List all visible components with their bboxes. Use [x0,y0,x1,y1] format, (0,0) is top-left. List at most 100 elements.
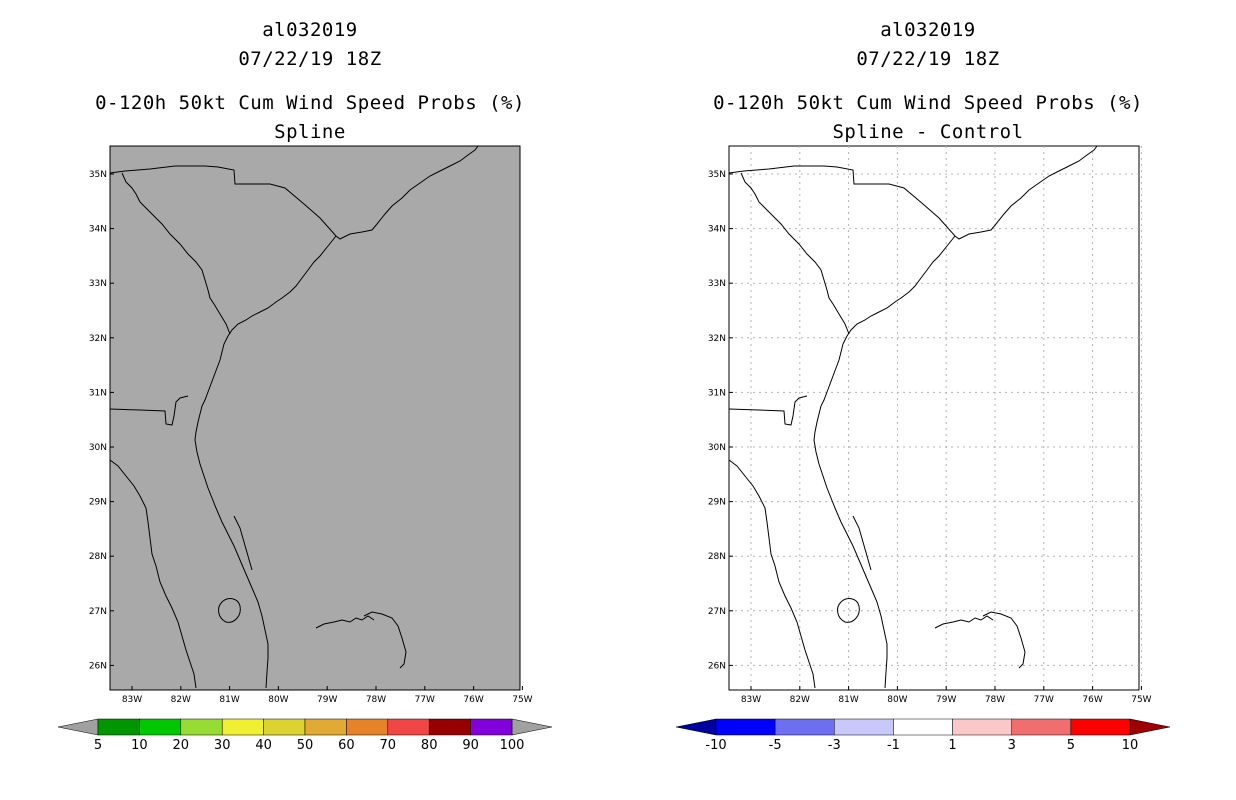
colorbar-swatch [715,718,776,736]
colorbar-swatch [387,718,430,736]
right-product: 0-120h 50kt Cum Wind Speed Probs (%) [713,92,1143,114]
lon-label: 82W [171,695,191,705]
colorbar-high-arrow [1129,718,1171,736]
colorbar-swatch [263,718,306,736]
colorbar-label: 3 [1008,738,1016,753]
right-colorbar: -10 -5 -3 -1 1 3 5 10 [675,718,1171,753]
colorbar-low-arrow [57,718,99,736]
colorbar-label: 30 [214,738,231,753]
colorbar-label: 90 [462,738,479,753]
lat-label: 29N [708,498,726,508]
lon-label: 77W [1034,695,1054,705]
lat-label: 31N [708,388,726,398]
colorbar-swatch [470,718,513,736]
right-product-title: 0-120h 50kt Cum Wind Speed Probs (%) Spl… [668,89,1188,147]
lon-label: 75W [512,695,532,705]
right-map: 35N 34N 33N 32N 31N 30N 29N 28N 27N 26N 83W 82W 81W… [708,145,1152,705]
colorbar-swatch [97,718,140,736]
right-lon-axis: 83W 82W 81W 80W 79W 78W 77W 76W 75W [741,686,1152,705]
colorbar-label: 100 [500,738,525,753]
colorbar-label: 40 [255,738,272,753]
colorbar-swatch [221,718,264,736]
left-datetime: 07/22/19 18Z [238,48,382,70]
colorbar-swatch [1070,718,1131,736]
lon-label: 83W [741,695,761,705]
lat-label: 31N [89,388,107,398]
right-map-gridlines [729,146,1142,690]
left-lon-axis: 83W 82W 81W 80W 79W 78W 77W 76W 75W [122,686,533,705]
colorbar-swatch [834,718,894,736]
lat-label: 34N [708,225,726,235]
lat-label: 28N [89,552,107,562]
lat-label: 26N [89,661,107,671]
lat-label: 35N [708,170,726,180]
lon-label: 80W [268,695,288,705]
colorbar-swatch [774,718,835,736]
lon-label: 76W [1082,695,1102,705]
colorbar-swatch [304,718,347,736]
lat-label: 27N [708,607,726,617]
colorbar-swatch [952,718,1012,736]
left-product-title: 0-120h 50kt Cum Wind Speed Probs (%) Spl… [50,89,570,147]
colorbar-label: 5 [1067,738,1075,753]
lon-label: 77W [415,695,435,705]
colorbar-low-arrow [675,718,717,736]
right-subtitle: Spline - Control [832,121,1024,143]
left-subtitle: Spline [274,121,346,143]
left-product: 0-120h 50kt Cum Wind Speed Probs (%) [95,92,525,114]
lon-label: 76W [463,695,483,705]
lon-label: 79W [317,695,337,705]
colorbar-label: 10 [131,738,148,753]
right-panel-title: al032019 07/22/19 18Z [668,16,1188,74]
left-map-background [109,145,521,691]
colorbar-high-arrow [511,718,553,736]
colorbar-swatch [180,718,223,736]
lon-label: 78W [366,695,386,705]
colorbar-label: -10 [705,738,726,753]
lat-label: 30N [708,443,726,453]
lon-label: 79W [936,695,956,705]
colorbar-label: -3 [828,738,841,753]
colorbar-label: 20 [173,738,190,753]
lon-label: 81W [838,695,858,705]
lat-label: 33N [89,279,107,289]
colorbar-swatch [346,718,389,736]
lon-label: 78W [985,695,1005,705]
colorbar-swatch [893,718,953,736]
lat-label: 26N [708,661,726,671]
lat-label: 32N [708,334,726,344]
right-datetime: 07/22/19 18Z [856,48,1000,70]
lon-label: 80W [887,695,907,705]
lon-label: 83W [122,695,142,705]
lat-label: 32N [89,334,107,344]
colorbar-label: 50 [297,738,314,753]
left-storm-id: al032019 [262,19,358,41]
right-storm-id: al032019 [880,19,976,41]
right-map-background [728,145,1140,691]
colorbar-label: 10 [1122,738,1139,753]
colorbar-label: -5 [769,738,782,753]
lat-label: 29N [89,498,107,508]
left-map: 35N 34N 33N 32N 31N 30N 29N 28N 27N 26N 83W 82W 81W… [89,145,533,705]
lat-label: 30N [89,443,107,453]
colorbar-label: -1 [887,738,900,753]
lat-label: 34N [89,225,107,235]
lon-label: 81W [219,695,239,705]
right-lat-axis: 35N 34N 33N 32N 31N 30N 29N 28N 27N 26N [708,170,733,671]
colorbar-label: 60 [338,738,355,753]
lon-label: 82W [790,695,810,705]
colorbar-swatch [428,718,471,736]
left-lat-axis: 35N 34N 33N 32N 31N 30N 29N 28N 27N 26N [89,170,114,671]
colorbar-swatch [139,718,182,736]
colorbar-label: 70 [380,738,397,753]
colorbar-label: 1 [948,738,956,753]
lat-label: 28N [708,552,726,562]
lat-label: 27N [89,607,107,617]
lat-label: 33N [708,279,726,289]
colorbar-swatch [1011,718,1072,736]
left-colorbar: 5 10 20 30 40 50 60 70 80 90 100 [57,718,553,753]
left-panel-title: al032019 07/22/19 18Z [50,16,570,74]
lat-label: 35N [89,170,107,180]
colorbar-label: 80 [421,738,438,753]
